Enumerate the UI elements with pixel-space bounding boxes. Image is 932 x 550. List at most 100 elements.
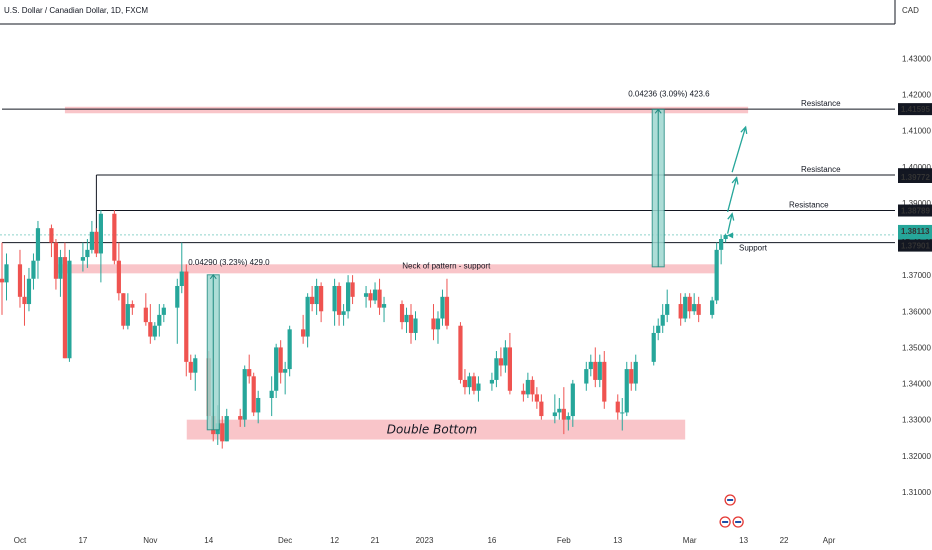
candle-body — [494, 358, 499, 380]
candle-body — [53, 242, 59, 279]
candle-body — [287, 329, 292, 370]
candle-body — [561, 408, 566, 420]
candle-body — [404, 314, 409, 323]
candle-body — [80, 257, 86, 261]
price-tag-1: 1.41595 — [901, 105, 930, 114]
candle-body — [341, 311, 346, 315]
projection-arrowhead-0 — [727, 212, 735, 221]
candle-body — [584, 369, 589, 384]
candle-body — [381, 304, 387, 308]
candle-body — [498, 358, 504, 366]
measure-2-arrowhead — [654, 108, 662, 114]
candle-body — [471, 376, 477, 391]
candle-body — [408, 314, 414, 333]
projection-arrow-0 — [727, 213, 733, 234]
candle-body — [714, 249, 719, 301]
candle-body — [678, 304, 683, 319]
candle-body — [660, 314, 665, 326]
candle-body — [125, 304, 130, 326]
price-tag-4-bg — [898, 204, 932, 217]
x-tick-label: 13 — [613, 536, 622, 545]
x-tick-label: Mar — [683, 536, 697, 545]
event-flag-icon-stripe — [735, 521, 742, 523]
candle-body — [530, 379, 535, 395]
price-tag-3: 1.39772 — [901, 173, 930, 182]
projection-arrow-1 — [727, 177, 738, 213]
y-tick-label: 1.43000 — [902, 54, 931, 63]
candle-body — [89, 231, 94, 250]
candle-body — [368, 293, 373, 301]
y-tick-label: 1.37000 — [902, 271, 931, 280]
candle-body — [175, 285, 180, 308]
candle-body — [539, 401, 544, 417]
candle-body — [566, 416, 571, 420]
candle-body — [161, 307, 166, 315]
y-tick-label: 1.34000 — [902, 380, 931, 389]
candle-body — [372, 289, 378, 301]
candle-body — [224, 416, 229, 442]
candle-body — [665, 304, 670, 315]
candle-body — [220, 423, 225, 442]
candle-body — [0, 278, 5, 283]
candle-body — [85, 249, 90, 258]
candle-body — [597, 361, 602, 380]
candle-body — [116, 260, 121, 294]
candle-body — [184, 271, 189, 362]
candle-body — [602, 361, 607, 402]
candle-body — [458, 325, 463, 380]
x-tick-label: 14 — [204, 536, 213, 545]
level-label-1: Resistance — [801, 165, 841, 174]
chart-title: U.S. Dollar / Canadian Dollar, 1D, FXCM — [4, 6, 148, 15]
neck-support-zone — [55, 264, 717, 274]
y-tick-label: 1.35000 — [902, 343, 931, 352]
candle-body — [462, 379, 468, 388]
candle-body — [310, 296, 315, 305]
candle-body — [31, 260, 36, 279]
candle-body — [377, 289, 382, 308]
candle-body — [98, 213, 103, 254]
neck-zone-label: Neck of pattern - support — [402, 261, 491, 270]
x-tick-label: Feb — [557, 536, 571, 545]
candle-body — [247, 369, 252, 377]
candle-body — [633, 361, 638, 384]
x-tick-label: Apr — [823, 536, 836, 545]
candle-body — [26, 278, 32, 305]
y-tick-label: 1.32000 — [902, 452, 931, 461]
x-tick-label: 22 — [780, 536, 789, 545]
last-price-tag: 1.38113 — [901, 227, 930, 236]
candle-body — [22, 296, 27, 305]
candle-body — [593, 361, 598, 380]
y-tick-label: 1.36000 — [902, 307, 931, 316]
price-tag-3-bg — [898, 170, 932, 183]
candle-body — [525, 379, 530, 395]
candle-body — [444, 296, 450, 326]
candle-body — [696, 304, 701, 315]
top-resistance-zone — [64, 106, 749, 114]
projection-arrowhead-1 — [731, 176, 739, 185]
candle-body — [723, 235, 728, 240]
measure-1-label: 0.04290 (3.23%) 429.0 — [188, 258, 270, 267]
candle-body — [148, 322, 153, 337]
level-label-2: Resistance — [789, 201, 829, 210]
candle-body — [157, 314, 162, 326]
candle-body — [588, 361, 593, 370]
candle-body — [256, 397, 261, 413]
x-tick-label: 13 — [739, 536, 748, 545]
candle-body — [301, 329, 306, 337]
candle-body — [431, 318, 436, 330]
candle-body — [615, 401, 620, 413]
y-tick-label: 1.41000 — [902, 127, 931, 136]
candle-body — [350, 282, 355, 297]
y-tick-label: 1.33000 — [902, 416, 931, 425]
candle-body — [121, 293, 126, 326]
candle-body — [193, 358, 198, 373]
last-candle-marker — [727, 232, 734, 239]
candle-body — [67, 260, 72, 359]
candle-body — [345, 282, 351, 312]
candle-body — [710, 300, 715, 315]
candle-body — [413, 318, 418, 333]
candle-body — [278, 347, 283, 373]
candle-body — [152, 325, 157, 337]
candle-body — [319, 285, 324, 312]
